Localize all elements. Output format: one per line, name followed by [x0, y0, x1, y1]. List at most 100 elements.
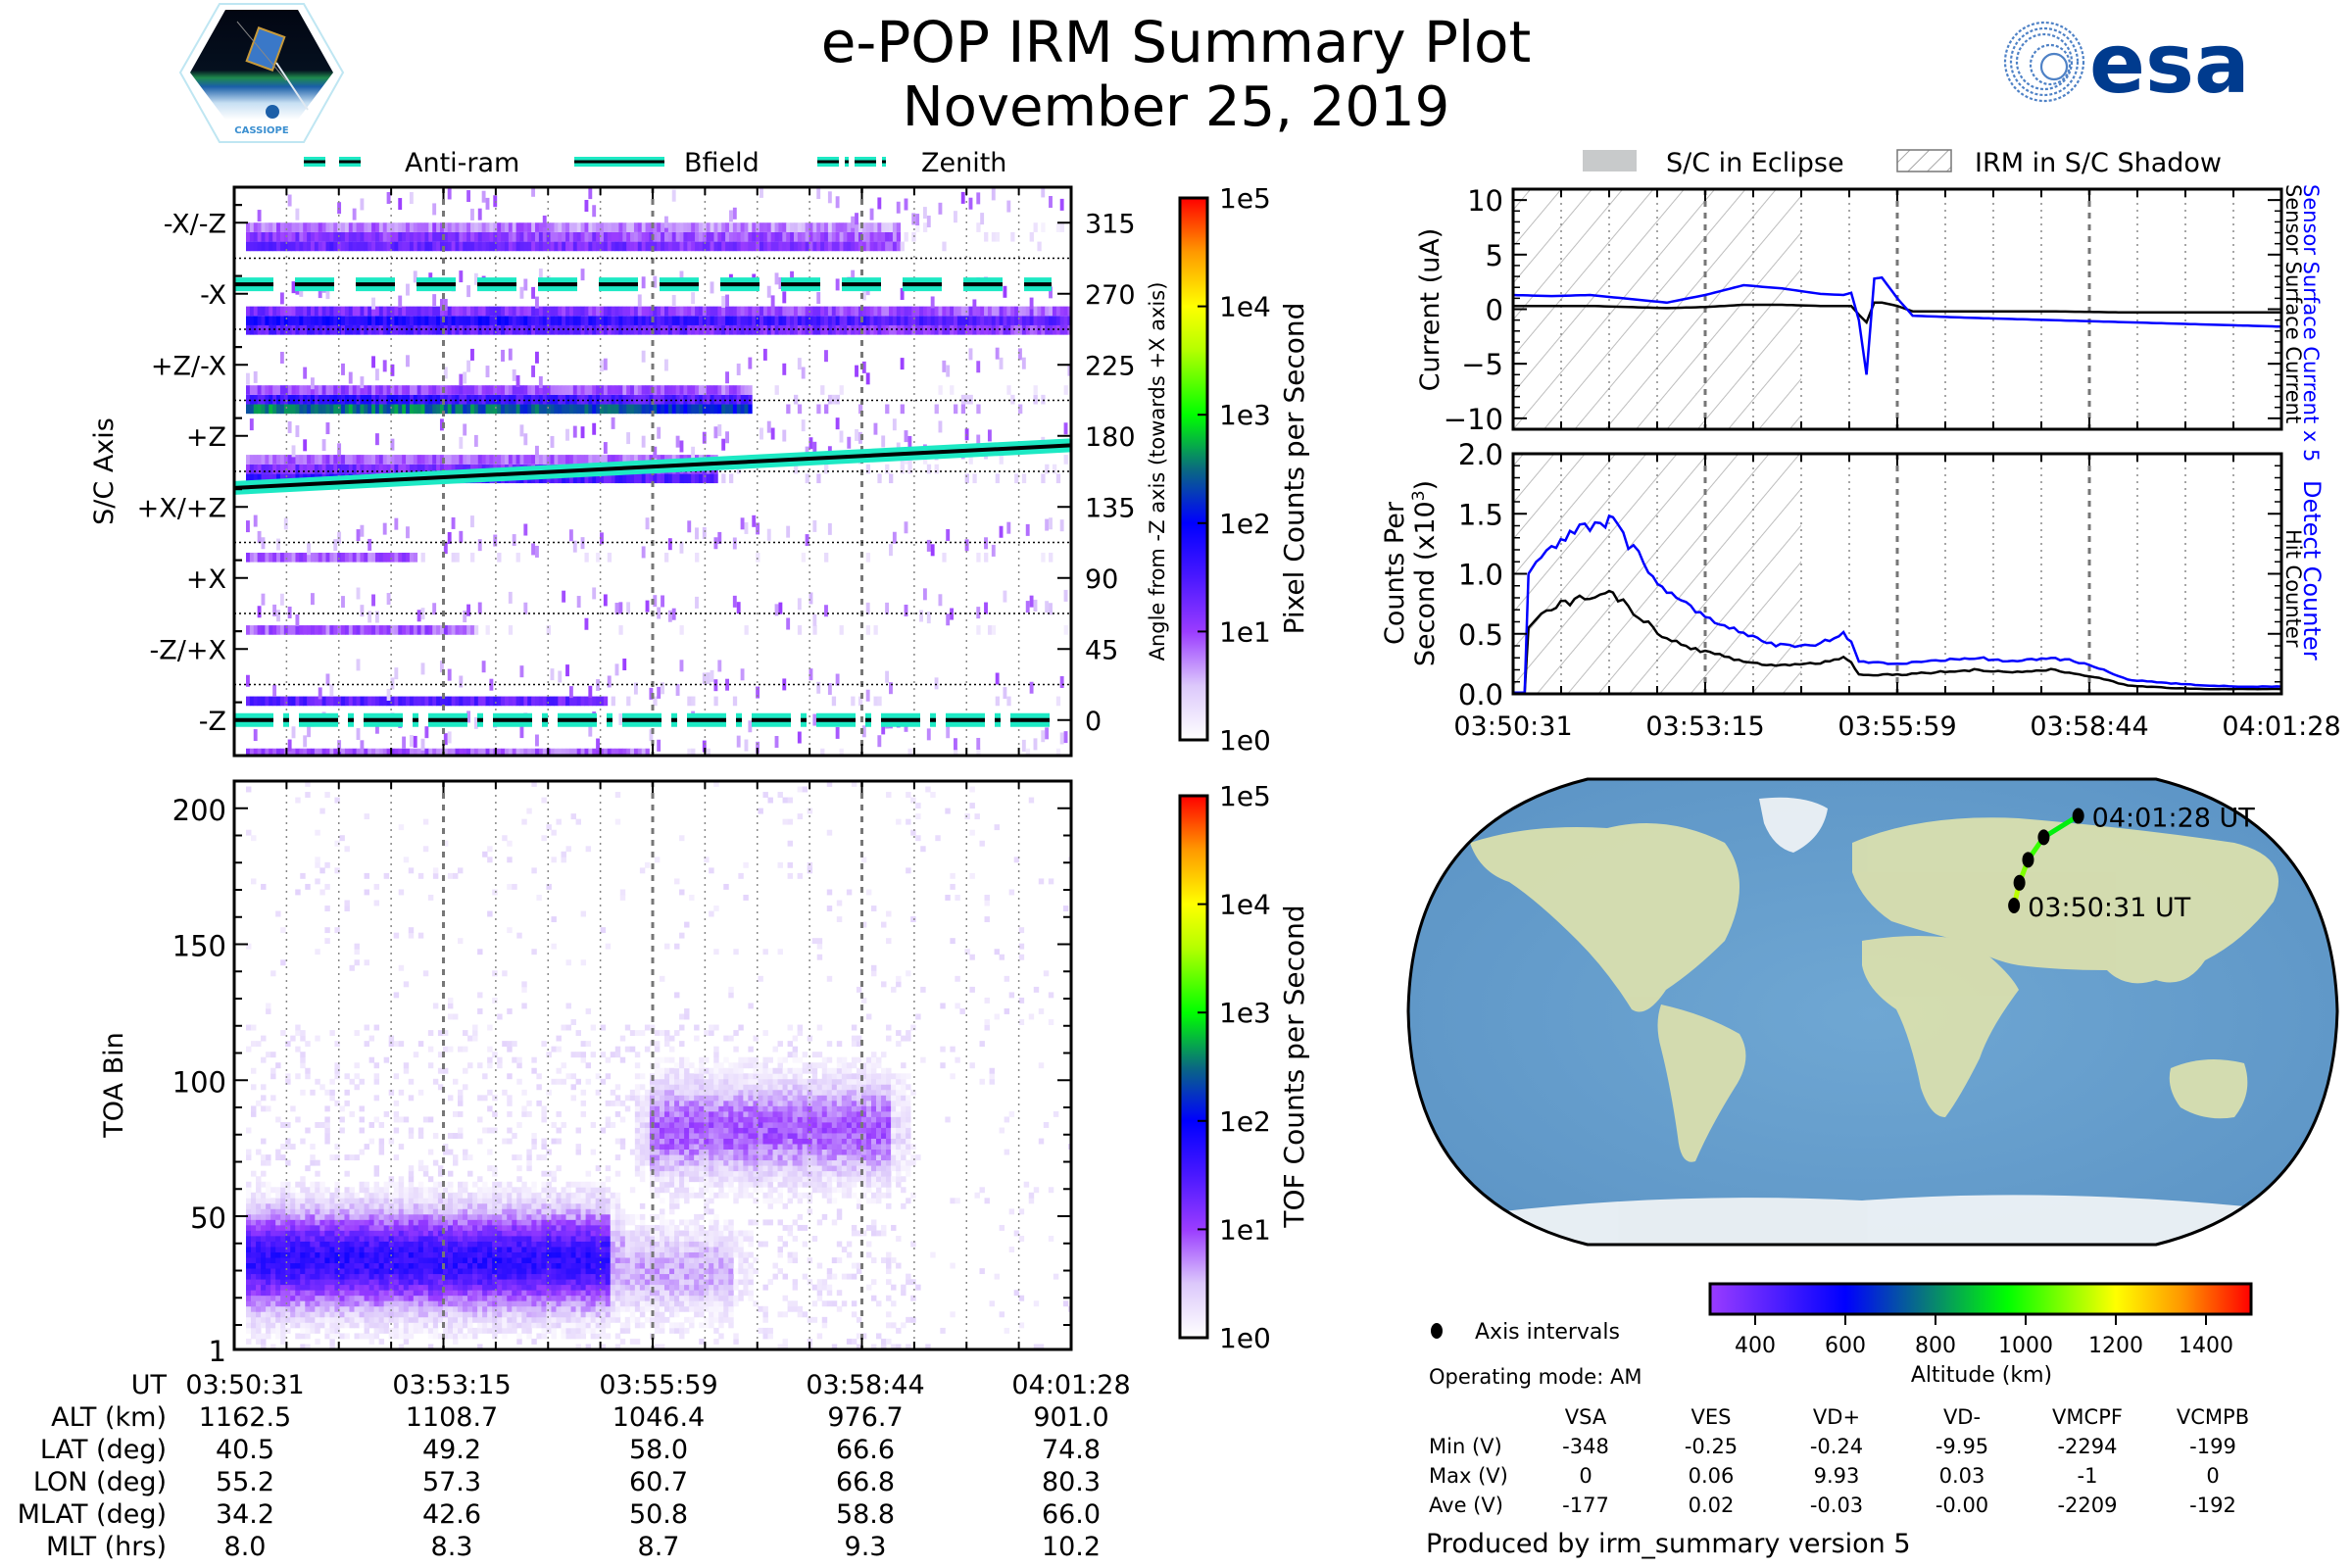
heatmap-cell	[687, 748, 692, 756]
heatmap-cell	[393, 1202, 400, 1209]
heatmap-cell	[565, 428, 569, 441]
heatmap-cell	[339, 1333, 345, 1340]
heatmap-cell	[352, 241, 357, 252]
heatmap-cell	[299, 464, 304, 474]
heatmap-cell	[481, 190, 486, 203]
heatmap-cell	[1079, 553, 1083, 563]
heatmap-cell	[477, 222, 483, 232]
heatmap-cell	[477, 1230, 483, 1237]
heatmap-cell	[980, 306, 985, 317]
heatmap-cell	[447, 1046, 454, 1053]
heatmap-cell	[253, 729, 258, 742]
heatmap-cell	[310, 552, 316, 563]
heatmap-cell	[368, 316, 372, 325]
heatmap-cell	[611, 222, 615, 232]
heatmap-cell	[889, 306, 894, 317]
heatmap-cell	[295, 1257, 301, 1264]
heatmap-cell	[472, 1251, 478, 1258]
heatmap-cell	[706, 473, 710, 484]
heatmap-cell	[432, 464, 437, 474]
heatmap-cell	[329, 1290, 335, 1297]
heatmap-cell	[482, 1295, 488, 1301]
heatmap-cell	[368, 1219, 375, 1226]
heatmap-cell	[515, 385, 520, 395]
heatmap-cell	[984, 552, 989, 563]
heatmap-cell	[447, 464, 453, 474]
heatmap-cell	[808, 324, 813, 335]
heatmap-cell	[482, 1241, 488, 1248]
heatmap-cell	[266, 1322, 271, 1329]
heatmap-cell	[565, 473, 570, 484]
heatmap-cell	[251, 1262, 257, 1269]
heatmap-cell	[416, 231, 421, 242]
heatmap-cell	[285, 1122, 291, 1128]
heatmap-cell	[334, 1192, 340, 1199]
heatmap-cell	[447, 1262, 454, 1269]
heatmap-cell	[477, 1268, 483, 1275]
heatmap-cell	[508, 222, 514, 232]
heatmap-cell	[325, 394, 330, 405]
heatmap-cell	[713, 241, 718, 252]
heatmap-cell	[364, 552, 368, 563]
angle-tick-label: 45	[1085, 635, 1118, 665]
heatmap-cell	[463, 1213, 468, 1220]
heatmap-cell	[667, 324, 673, 335]
heatmap-cell	[276, 538, 280, 551]
heatmap-cell	[637, 222, 643, 232]
heatmap-cell	[900, 306, 905, 317]
heatmap-cell	[272, 604, 277, 616]
heatmap-cell	[481, 455, 486, 465]
heatmap-cell	[368, 1187, 375, 1194]
heatmap-cell	[463, 1030, 468, 1037]
heatmap-cell	[572, 696, 578, 707]
heatmap-cell	[637, 385, 643, 395]
heatmap-cell	[439, 696, 445, 707]
heatmap-cell	[349, 964, 355, 971]
heatmap-cell	[470, 385, 475, 395]
heatmap-cell	[622, 455, 627, 465]
heatmap-cell	[280, 1208, 286, 1215]
heatmap-cell	[437, 1251, 444, 1258]
heatmap-cell	[364, 1208, 369, 1215]
heatmap-cell	[291, 306, 296, 317]
heatmap-cell	[702, 316, 708, 325]
heatmap-cell	[280, 1333, 286, 1340]
heatmap-cell	[393, 1284, 400, 1291]
heatmap-cell	[417, 1257, 424, 1264]
heatmap-cell	[303, 404, 308, 415]
heatmap-cell	[427, 1284, 434, 1291]
heatmap-cell	[285, 1198, 291, 1204]
heatmap-cell	[904, 430, 908, 443]
heatmap-cell	[995, 316, 1000, 325]
heatmap-cell	[334, 1062, 340, 1069]
heatmap-cell	[1041, 552, 1046, 563]
heatmap-cell	[485, 306, 490, 317]
heatmap-cell	[261, 1084, 267, 1091]
heatmap-cell	[373, 1257, 380, 1264]
heatmap-cell	[349, 1213, 355, 1220]
heatmap-cell	[542, 404, 548, 415]
heatmap-cell	[492, 1273, 498, 1280]
heatmap-cell	[246, 1284, 252, 1291]
heatmap-cell	[398, 1230, 405, 1237]
heatmap-cell	[319, 1284, 325, 1291]
heatmap-cell	[291, 445, 296, 458]
heatmap-cell	[310, 222, 316, 232]
heatmap-cell	[329, 222, 334, 232]
heatmap-cell	[808, 668, 813, 681]
heatmap-cell	[900, 316, 905, 325]
heatmap-cell	[300, 1251, 306, 1258]
heatmap-cell	[427, 1247, 434, 1252]
heatmap-cell	[329, 1154, 335, 1161]
heatmap-cell	[790, 222, 795, 232]
heatmap-cell	[398, 1344, 405, 1349]
heatmap-cell	[329, 625, 334, 635]
heatmap-cell	[305, 1187, 311, 1194]
heatmap-cell	[473, 306, 479, 317]
heatmap-cell	[275, 1241, 281, 1248]
heatmap-cell	[315, 1262, 320, 1269]
heatmap-cell	[558, 385, 563, 395]
heatmap-cell	[393, 1187, 400, 1194]
heatmap-cell	[812, 316, 817, 325]
heatmap-cell	[657, 324, 662, 335]
